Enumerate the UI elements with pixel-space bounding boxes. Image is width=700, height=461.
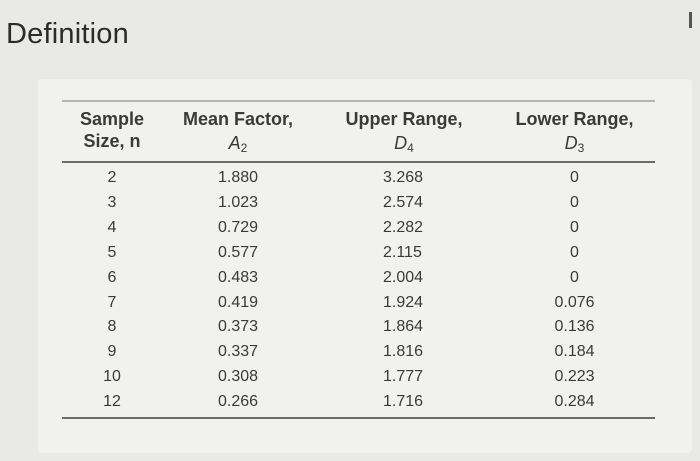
- cell-upper-range: 2.282: [383, 218, 424, 236]
- cell-mean-factor: 0.266: [217, 393, 259, 411]
- cell-lower-range: 0.284: [554, 393, 595, 411]
- cell-upper-range: 1.716: [383, 393, 424, 411]
- table-row: 8 0.373 1.864 0.136: [62, 315, 655, 340]
- cell-lower-range: 0: [570, 218, 579, 236]
- table-row: 7 0.419 1.924 0.076: [62, 291, 655, 316]
- cell-sample-size: 9: [107, 343, 117, 361]
- header-mean-factor-symbol: A2: [228, 133, 248, 155]
- cell-lower-range: 0: [570, 169, 579, 186]
- cell-mean-factor: 0.373: [217, 318, 259, 336]
- header-sample-size-line2: Size, n: [83, 131, 141, 151]
- cell-lower-range: 0.223: [554, 368, 595, 386]
- table-card: [38, 79, 692, 453]
- cell-lower-range: 0: [570, 193, 579, 211]
- page-title: Definition: [6, 18, 129, 50]
- header-sample-size-line1: Sample: [79, 109, 145, 129]
- table-row: 2 1.880 3.268 0: [62, 166, 655, 191]
- table-header-row: Sample Size, n Mean Factor, A2 Upper Ran…: [62, 108, 655, 159]
- table-top-rule: [62, 100, 655, 102]
- cell-mean-factor: 1.023: [217, 193, 259, 211]
- table-row: 9 0.337 1.816 0.184: [62, 340, 655, 365]
- header-upper-range-line1: Upper Range,: [345, 109, 463, 129]
- cell-sample-size: 10: [103, 368, 121, 386]
- cell-upper-range: 1.777: [383, 368, 424, 386]
- cell-lower-range: 0.076: [554, 293, 595, 311]
- cell-mean-factor: 0.308: [217, 368, 259, 386]
- header-mean-factor: Mean Factor, A2: [162, 108, 314, 159]
- cell-sample-size: 6: [107, 268, 117, 286]
- cell-sample-size: 12: [103, 393, 121, 411]
- cell-upper-range: 2.004: [383, 268, 424, 286]
- table-row: 5 0.577 2.115 0: [62, 241, 655, 266]
- cell-mean-factor: 1.880: [217, 169, 259, 186]
- header-lower-range-line1: Lower Range,: [515, 109, 634, 129]
- header-lower-range: Lower Range, D3: [494, 108, 655, 159]
- header-upper-range-symbol: D4: [394, 133, 414, 155]
- cell-lower-range: 0.136: [554, 318, 595, 336]
- cell-sample-size: 7: [107, 293, 117, 311]
- cell-mean-factor: 0.419: [217, 293, 259, 311]
- cell-sample-size: 2: [107, 169, 117, 186]
- table-row: 6 0.483 2.004 0: [62, 266, 655, 291]
- cell-mean-factor: 0.337: [217, 343, 259, 361]
- table-body: 2 1.880 3.268 0 3 1.023 2.574 0 4 0.729 2.282 0 5 0.5…: [62, 166, 655, 415]
- table-row: 12 0.266 1.716 0.284: [62, 390, 655, 415]
- cell-upper-range: 1.816: [383, 343, 424, 361]
- header-sample-size: Sample Size, n: [62, 108, 162, 159]
- cell-upper-range: 1.864: [383, 318, 424, 336]
- cell-lower-range: 0: [570, 268, 579, 286]
- table-row: 4 0.729 2.282 0: [62, 216, 655, 241]
- control-chart-factors-table: Sample Size, n Mean Factor, A2 Upper Ran…: [62, 100, 655, 420]
- header-mean-factor-line1: Mean Factor,: [182, 109, 294, 129]
- table-bottom-rule: [62, 417, 655, 420]
- cell-upper-range: 2.574: [383, 193, 424, 211]
- header-lower-range-symbol: D3: [564, 133, 585, 155]
- header-upper-range: Upper Range, D4: [314, 108, 494, 159]
- cell-upper-range: 3.268: [383, 169, 424, 186]
- cell-lower-range: 0: [570, 243, 579, 261]
- table-row: 10 0.308 1.777 0.223: [62, 365, 655, 390]
- cell-upper-range: 1.924: [383, 293, 424, 311]
- cell-mean-factor: 0.729: [217, 218, 259, 236]
- table-header-rule: [62, 161, 655, 163]
- cell-sample-size: 4: [107, 218, 117, 236]
- scrollbar-indicator[interactable]: [689, 12, 692, 28]
- cell-lower-range: 0.184: [554, 343, 595, 361]
- table-row: 3 1.023 2.574 0: [62, 191, 655, 216]
- cell-sample-size: 3: [107, 193, 117, 211]
- cell-sample-size: 8: [107, 318, 117, 336]
- cell-mean-factor: 0.577: [217, 243, 259, 261]
- cell-sample-size: 5: [107, 243, 117, 261]
- cell-upper-range: 2.115: [383, 243, 422, 261]
- cell-mean-factor: 0.483: [217, 268, 259, 286]
